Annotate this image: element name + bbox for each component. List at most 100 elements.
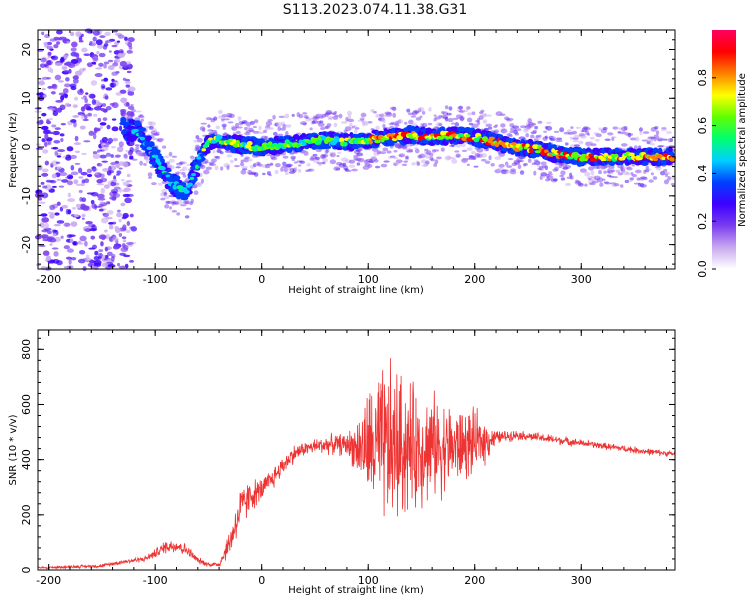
- heatmap-cell: [89, 41, 93, 46]
- heatmap-cell: [85, 221, 93, 225]
- heatmap-cell: [125, 149, 130, 152]
- heatmap-cell: [527, 158, 532, 163]
- heatmap-cell: [79, 125, 86, 130]
- heatmap-cell: [552, 178, 558, 182]
- heatmap-cell: [650, 172, 655, 176]
- heatmap-cell: [408, 119, 414, 125]
- heatmap-cell: [108, 50, 112, 53]
- heatmap-cell: [394, 123, 400, 127]
- y-tick-label: 0: [20, 144, 33, 151]
- heatmap-cell: [538, 134, 542, 138]
- heatmap-cell: [51, 160, 59, 167]
- heatmap-cell: [214, 165, 219, 171]
- heatmap-cell: [176, 212, 181, 216]
- heatmap-cell: [75, 183, 84, 186]
- heatmap-cell: [98, 249, 104, 253]
- heatmap-cell: [103, 144, 110, 148]
- heatmap-cell: [628, 133, 634, 136]
- heatmap-cell: [393, 150, 398, 153]
- heatmap-cell: [282, 155, 289, 159]
- heatmap-cell: [39, 119, 44, 125]
- heatmap-cell: [68, 258, 72, 265]
- heatmap-cell: [72, 78, 79, 84]
- heatmap-cell: [186, 163, 191, 167]
- heatmap-cell: [157, 161, 162, 166]
- heatmap-cell: [195, 135, 200, 140]
- heatmap-cell: [333, 122, 338, 128]
- heatmap-cell: [181, 166, 188, 171]
- heatmap-cell: [228, 113, 235, 119]
- heatmap-cell: [297, 168, 302, 173]
- heatmap-cell: [202, 127, 206, 133]
- heatmap-cell: [547, 173, 553, 176]
- heatmap-cell: [41, 76, 49, 80]
- heatmap-cell: [70, 256, 77, 261]
- heatmap-cell: [624, 179, 630, 184]
- heatmap-cell: [41, 31, 45, 36]
- heatmap-cell: [119, 125, 123, 132]
- heatmap-cell: [303, 150, 309, 156]
- heatmap-cell: [105, 233, 111, 240]
- heatmap-cell: [317, 122, 325, 127]
- heatmap-cell: [120, 202, 126, 207]
- heatmap-cell: [476, 120, 481, 126]
- heatmap-cell: [565, 182, 572, 187]
- heatmap-cell: [534, 125, 539, 130]
- heatmap-cell: [374, 139, 381, 144]
- heatmap-cell: [573, 134, 581, 139]
- heatmap-cell: [543, 130, 547, 133]
- heatmap-cell: [90, 80, 98, 86]
- heatmap-cell: [78, 36, 83, 41]
- heatmap-cell: [483, 113, 487, 118]
- heatmap-cell: [81, 179, 86, 184]
- heatmap-cell: [54, 62, 63, 67]
- heatmap-cell: [82, 118, 89, 122]
- heatmap-cell: [42, 226, 49, 230]
- snr-frame: [37, 329, 676, 571]
- heatmap-cell: [278, 115, 285, 119]
- heatmap-cell: [584, 155, 590, 159]
- heatmap-cell: [610, 169, 616, 172]
- heatmap-cell: [535, 134, 539, 139]
- heatmap-cell: [668, 147, 673, 153]
- x-tick-label: 0: [258, 273, 265, 286]
- heatmap-cell: [126, 241, 134, 245]
- heatmap-cell: [266, 154, 272, 157]
- heatmap-cell: [309, 127, 313, 131]
- heatmap-cell: [104, 95, 109, 100]
- colorbar-tick-label: 0.4: [696, 165, 709, 183]
- heatmap-cell: [116, 212, 123, 218]
- heatmap-cell: [78, 190, 83, 193]
- heatmap-cell: [145, 135, 152, 142]
- heatmap-cell: [484, 160, 491, 164]
- heatmap-cell: [617, 172, 624, 176]
- heatmap-cell: [517, 128, 522, 132]
- heatmap-cell: [147, 172, 153, 177]
- heatmap-cell: [46, 45, 53, 50]
- heatmap-cell: [53, 36, 60, 41]
- heatmap-cell: [301, 141, 307, 146]
- heatmap-cell: [60, 95, 65, 101]
- heatmap-cell: [126, 64, 132, 68]
- heatmap-cell: [126, 221, 131, 226]
- heatmap-cell: [548, 171, 553, 174]
- heatmap-cell: [584, 171, 591, 177]
- heatmap-cell: [45, 138, 51, 142]
- heatmap-cell: [59, 172, 68, 177]
- heatmap-cell: [652, 147, 659, 153]
- heatmap-cell: [253, 172, 259, 177]
- heatmap-cell: [241, 168, 248, 171]
- heatmap-cell: [312, 153, 318, 157]
- heatmap-cell: [96, 162, 103, 167]
- heatmap-cell: [130, 104, 134, 107]
- heatmap-cell: [67, 192, 72, 198]
- heatmap-cell: [53, 139, 61, 144]
- heatmap-cell: [92, 29, 100, 36]
- heatmap-cell: [42, 149, 49, 154]
- heatmap-cell: [357, 157, 365, 163]
- heatmap-cell: [507, 158, 514, 161]
- heatmap-marks: [34, 28, 676, 272]
- heatmap-cell: [416, 161, 421, 167]
- heatmap-cell: [221, 118, 225, 121]
- heatmap-cell: [525, 143, 530, 148]
